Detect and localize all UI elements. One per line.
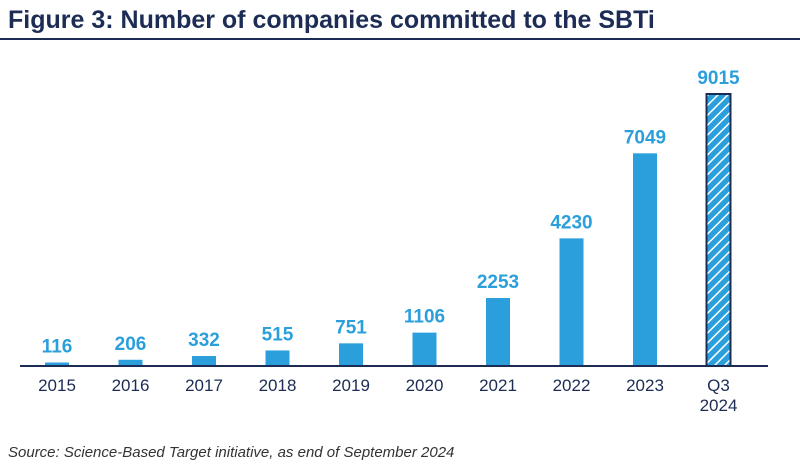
bar	[486, 298, 510, 366]
x-tick-label: 2020	[406, 376, 444, 395]
title-divider	[0, 38, 800, 40]
source-note: Source: Science-Based Target initiative,…	[8, 444, 455, 461]
data-label: 751	[335, 317, 367, 338]
page-title: Figure 3: Number of companies committed …	[8, 6, 655, 34]
x-tick-label: 2015	[38, 376, 76, 395]
x-tick-label: 2024	[700, 396, 738, 415]
bar-hatched	[705, 93, 732, 367]
bar	[339, 343, 363, 366]
x-tick-label: 2022	[553, 376, 591, 395]
bar	[412, 332, 437, 366]
bar	[633, 153, 657, 366]
data-label: 4230	[550, 212, 592, 233]
data-label: 9015	[697, 68, 740, 89]
x-tick-label: 2017	[185, 376, 223, 395]
x-tick-label: Q3	[707, 376, 730, 395]
x-tick-label: 2018	[259, 376, 297, 395]
data-label: 332	[188, 330, 220, 351]
bar	[118, 359, 143, 366]
data-label: 515	[262, 324, 294, 345]
bar	[192, 355, 216, 366]
bar	[265, 350, 290, 366]
x-tick-label: 2019	[332, 376, 370, 395]
data-label: 206	[115, 334, 147, 355]
x-tick-label: 2016	[112, 376, 150, 395]
data-label: 2253	[477, 272, 519, 293]
data-label: 116	[42, 337, 73, 358]
x-tick-label: 2021	[479, 376, 517, 395]
bar	[559, 238, 584, 366]
x-tick-label: 2023	[626, 376, 664, 395]
bar	[45, 362, 69, 366]
data-label: 7049	[624, 127, 666, 148]
data-label: 1106	[404, 307, 445, 328]
